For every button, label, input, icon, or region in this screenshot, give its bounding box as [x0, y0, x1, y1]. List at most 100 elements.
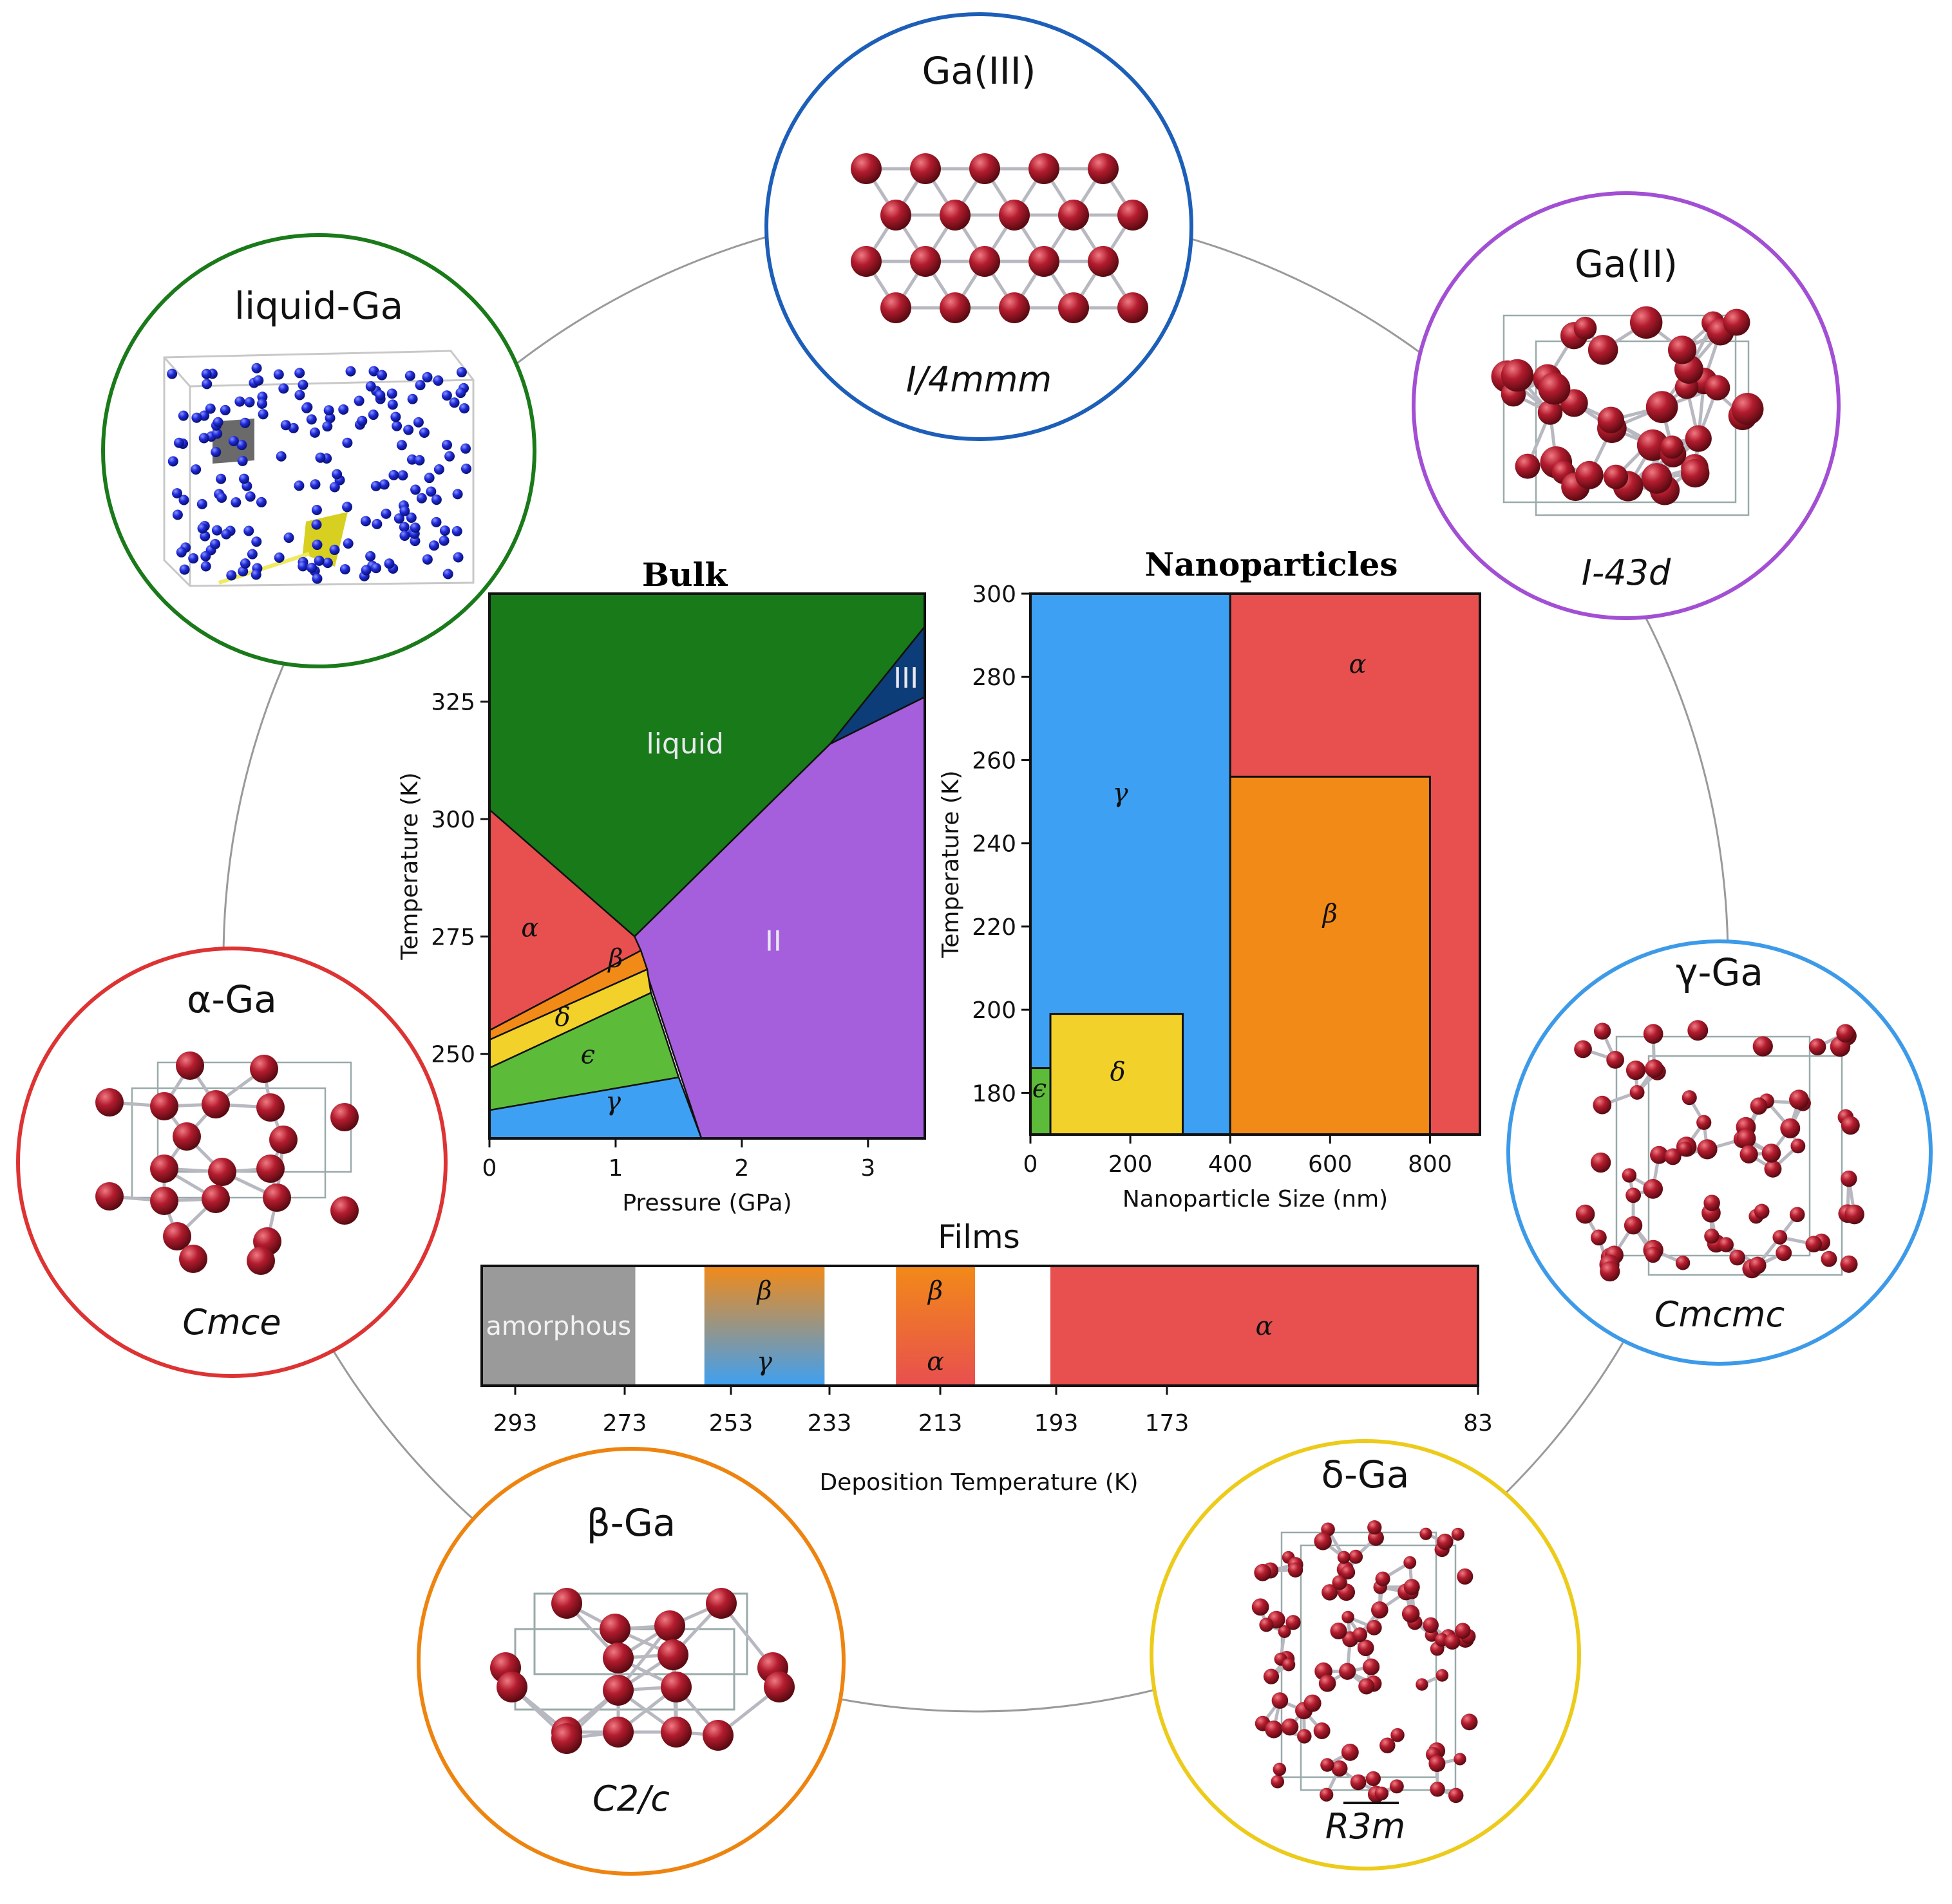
atom: [1772, 1230, 1788, 1245]
atom: [1088, 246, 1119, 277]
atom: [1625, 1060, 1646, 1080]
liquid-box-edge: [163, 357, 191, 387]
atom: [330, 1196, 359, 1225]
nano-ytick-label: 220: [972, 914, 1016, 941]
atom: [1028, 153, 1059, 184]
atom: [1403, 1579, 1420, 1596]
atom: [1748, 1256, 1767, 1274]
liquid-atom: [442, 569, 453, 580]
liquid-atom: [392, 420, 403, 431]
atom: [1752, 1036, 1773, 1057]
liquid-atom: [431, 516, 442, 527]
phase-alpha-crystal: [95, 1051, 359, 1275]
liquid-atom: [342, 502, 353, 513]
atom: [1451, 1527, 1464, 1541]
atom: [202, 1185, 230, 1213]
atom: [1650, 1145, 1669, 1164]
atom: [910, 153, 941, 184]
liquid-atom: [256, 496, 267, 507]
liquid-atom: [338, 404, 349, 415]
atom: [706, 1588, 737, 1619]
phase-ga2-ring: [1412, 191, 1841, 620]
films-segment: [704, 1266, 825, 1386]
liquid-atom: [306, 414, 317, 425]
liquid-atom: [455, 388, 466, 399]
phase-gamma-crystal: [1574, 1020, 1864, 1282]
liquid-atom: [399, 522, 410, 533]
bulk-ytick-label: 325: [431, 690, 475, 716]
liquid-atom: [315, 452, 326, 463]
films-segment-label: α: [1255, 1312, 1273, 1341]
liquid-atom: [310, 479, 321, 490]
atom: [1836, 1024, 1855, 1043]
films-segment-bottom-label: γ: [757, 1347, 772, 1377]
atom: [1370, 1601, 1388, 1619]
liquid-atom: [361, 565, 372, 576]
atom: [1667, 335, 1697, 364]
liquid-atom: [422, 554, 433, 565]
liquid-atom: [198, 433, 209, 444]
liquid-atom: [414, 455, 425, 466]
liquid-atom: [231, 497, 242, 508]
liquid-atom: [372, 518, 383, 529]
atom: [1718, 1237, 1734, 1252]
atom: [1660, 435, 1684, 459]
liquid-atom: [294, 480, 305, 491]
liquid-atom: [251, 569, 261, 580]
liquid-atom: [167, 456, 178, 467]
bulk-xlabel: Pressure (GPa): [622, 1190, 791, 1216]
liquid-atom: [240, 558, 251, 569]
phase-ga2-space-group: I-43d: [1582, 552, 1671, 593]
atom: [851, 246, 882, 277]
atom: [1501, 359, 1534, 392]
liquid-atom: [276, 451, 287, 462]
phase-ga3-name: Ga(III): [922, 49, 1036, 93]
nanoparticles-chart: γ α β δ ϵ 0 200 400 600 800 180 200 220 240 260 280 300 N…: [938, 545, 1481, 1212]
films-tick-label: 83: [1463, 1410, 1493, 1437]
atom: [1687, 1020, 1709, 1041]
nano-region-label-epsilon: ϵ: [1032, 1074, 1047, 1104]
liquid-atom: [201, 368, 212, 379]
liquid-atom: [238, 566, 249, 577]
phase-delta: δ-Ga R3m: [1150, 1439, 1581, 1871]
liquid-atom: [191, 412, 202, 423]
atom: [1789, 1089, 1809, 1110]
atom: [1457, 1568, 1473, 1585]
liquid-atom: [226, 570, 237, 581]
liquid-atom: [211, 447, 222, 458]
films-segment: [896, 1266, 975, 1386]
phase-ga3: Ga(III) I/4mmm: [764, 12, 1193, 441]
atom: [1278, 1625, 1291, 1638]
atom: [256, 1093, 285, 1122]
liquid-atom: [449, 397, 460, 408]
liquid-box-outline: [163, 350, 475, 587]
atom: [1339, 1663, 1356, 1680]
atom: [603, 1675, 634, 1706]
liquid-atom: [253, 375, 264, 386]
liquid-atom: [376, 370, 387, 381]
liquid-atom: [357, 415, 368, 426]
nano-xtick-label: 600: [1308, 1151, 1352, 1178]
atom: [1643, 1024, 1663, 1044]
atom: [1444, 1634, 1461, 1650]
liquid-atom: [196, 498, 207, 509]
liquid-atom: [278, 383, 289, 394]
atom: [1259, 1617, 1274, 1632]
nano-ytick-label: 180: [972, 1080, 1016, 1107]
atom: [1285, 1615, 1301, 1630]
atom: [658, 1639, 688, 1670]
atom: [603, 1717, 634, 1748]
atom: [1454, 1623, 1471, 1639]
atom: [1736, 1129, 1756, 1149]
liquid-atom: [179, 564, 190, 575]
atom: [1664, 1148, 1682, 1165]
phase-ga2: Ga(II) I-43d: [1412, 191, 1841, 620]
bulk-region-label-II: II: [765, 925, 782, 957]
liquid-atom: [410, 484, 421, 495]
atom: [703, 1720, 734, 1751]
liquid-atom: [426, 486, 437, 497]
atom: [1705, 375, 1730, 401]
liquid-atom: [322, 421, 333, 432]
atom: [910, 246, 941, 277]
